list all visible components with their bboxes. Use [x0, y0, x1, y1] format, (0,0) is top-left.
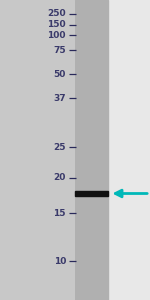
Text: 20: 20	[54, 173, 66, 182]
Text: 10: 10	[54, 256, 66, 266]
Bar	[75, 0, 108, 300]
Bar	[75, 191, 108, 196]
Text: 75: 75	[53, 46, 66, 55]
Text: 50: 50	[54, 70, 66, 79]
Text: 100: 100	[48, 31, 66, 40]
Text: 37: 37	[53, 94, 66, 103]
Text: 25: 25	[54, 142, 66, 152]
Bar	[75, 0, 150, 300]
Text: 15: 15	[54, 208, 66, 217]
Text: 250: 250	[47, 9, 66, 18]
Text: 150: 150	[47, 20, 66, 29]
